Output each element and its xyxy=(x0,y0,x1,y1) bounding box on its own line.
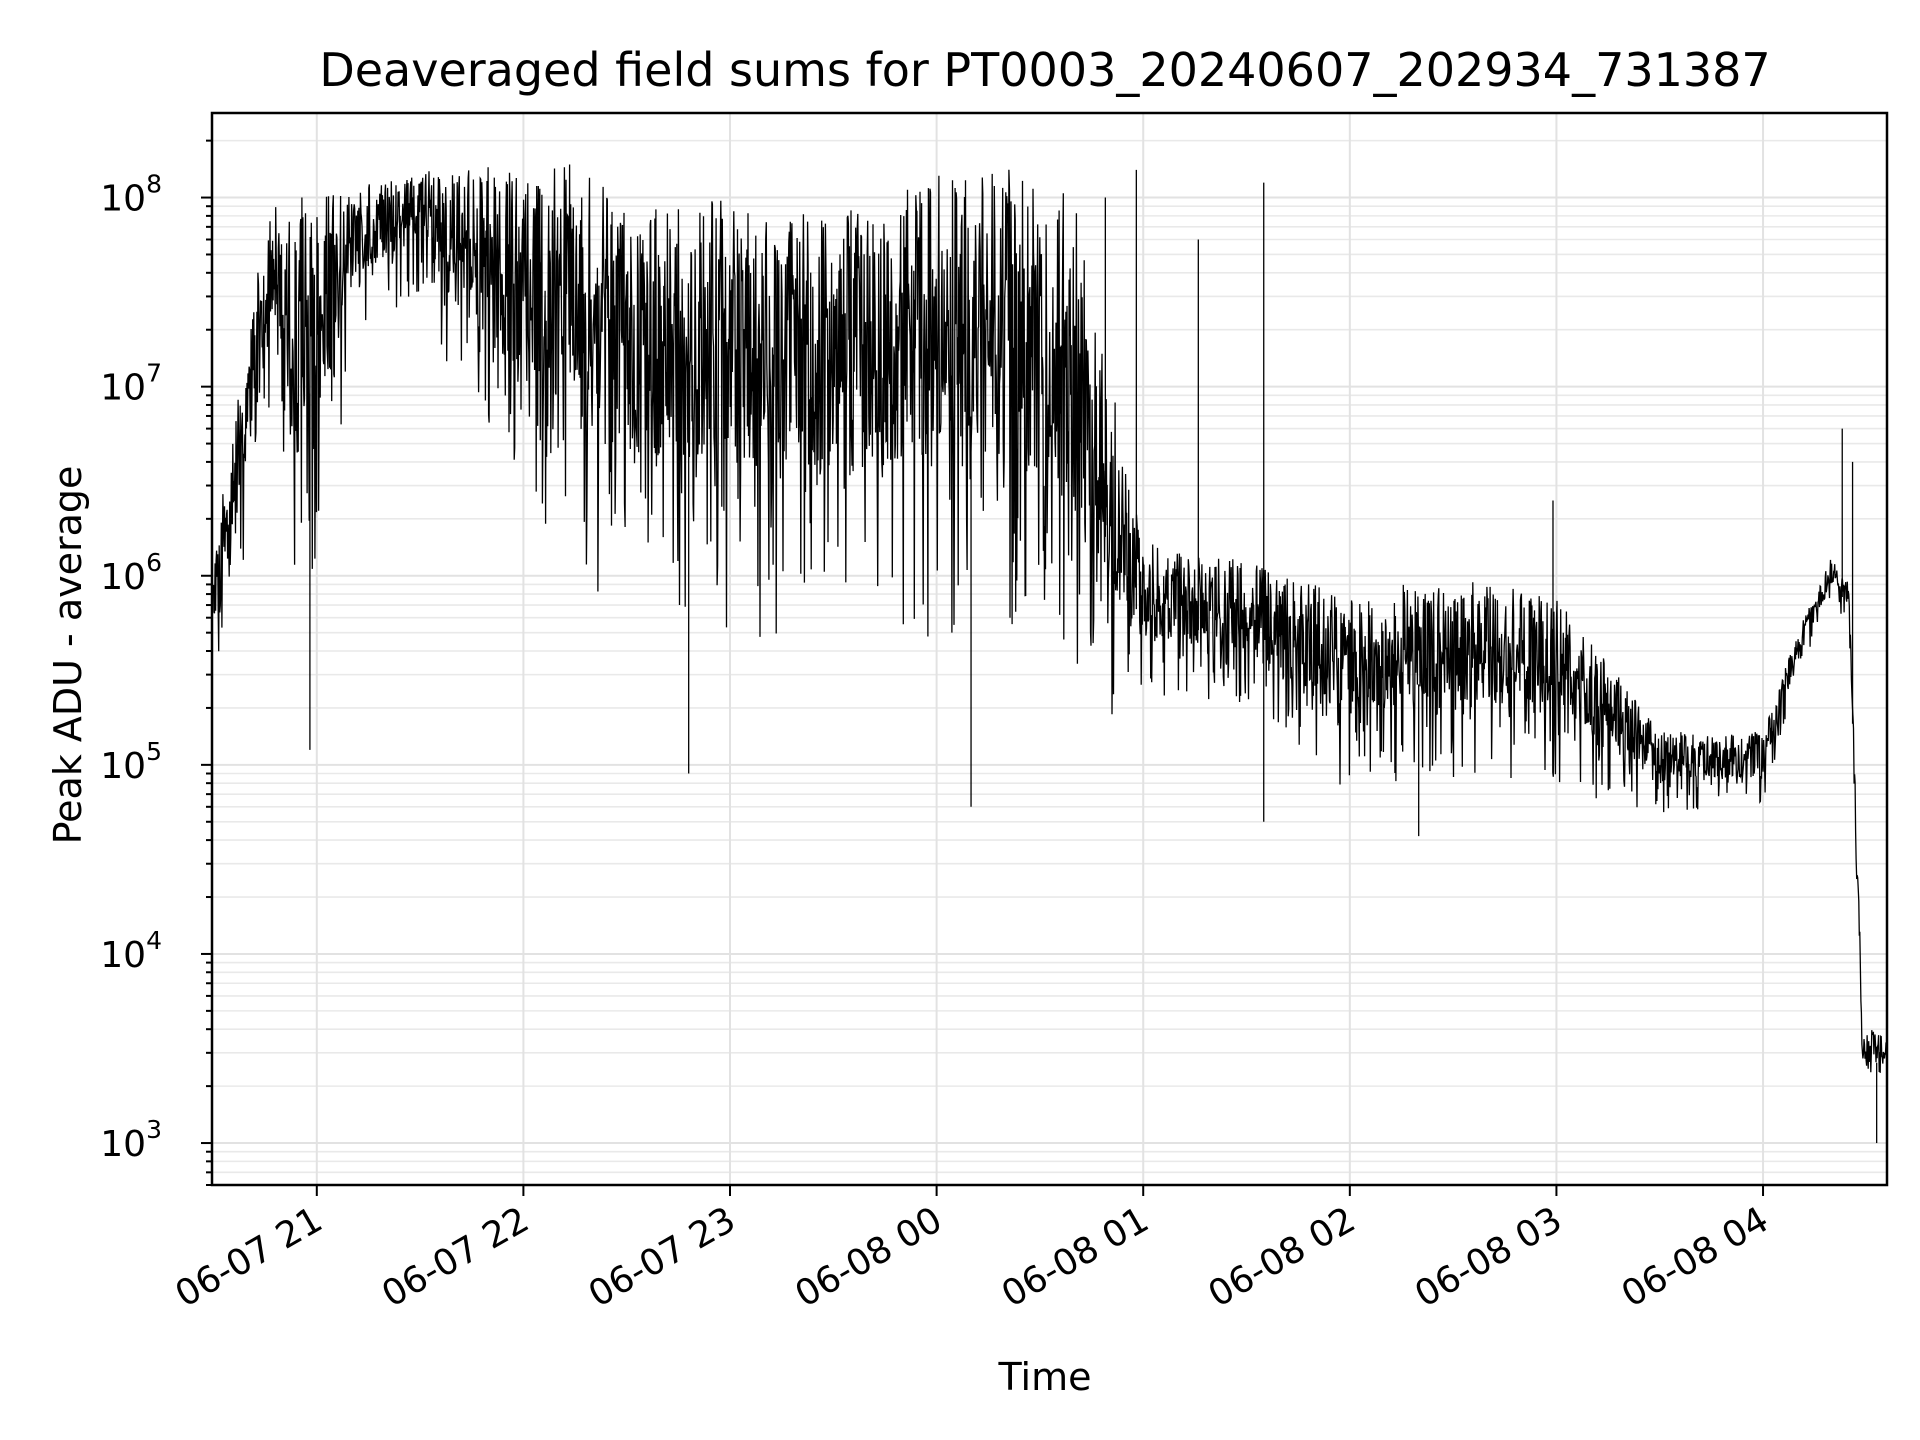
plot-area xyxy=(212,164,1888,1144)
y-tick-label: 107 xyxy=(100,359,162,409)
x-axis-label: Time xyxy=(998,1355,1092,1399)
series-line xyxy=(212,164,1888,1073)
plot-frame xyxy=(210,111,1889,1187)
y-tick-label: 105 xyxy=(100,737,162,787)
y-tick-label: 106 xyxy=(100,548,162,598)
y-tick-label: 108 xyxy=(100,170,162,220)
y-tick-label: 103 xyxy=(100,1115,162,1165)
grid xyxy=(212,113,1887,1186)
y-axis-label: Peak ADU - average xyxy=(46,466,90,845)
y-tick-label: 104 xyxy=(100,926,162,976)
chart-title: Deaveraged field sums for PT0003_2024060… xyxy=(319,43,1770,97)
